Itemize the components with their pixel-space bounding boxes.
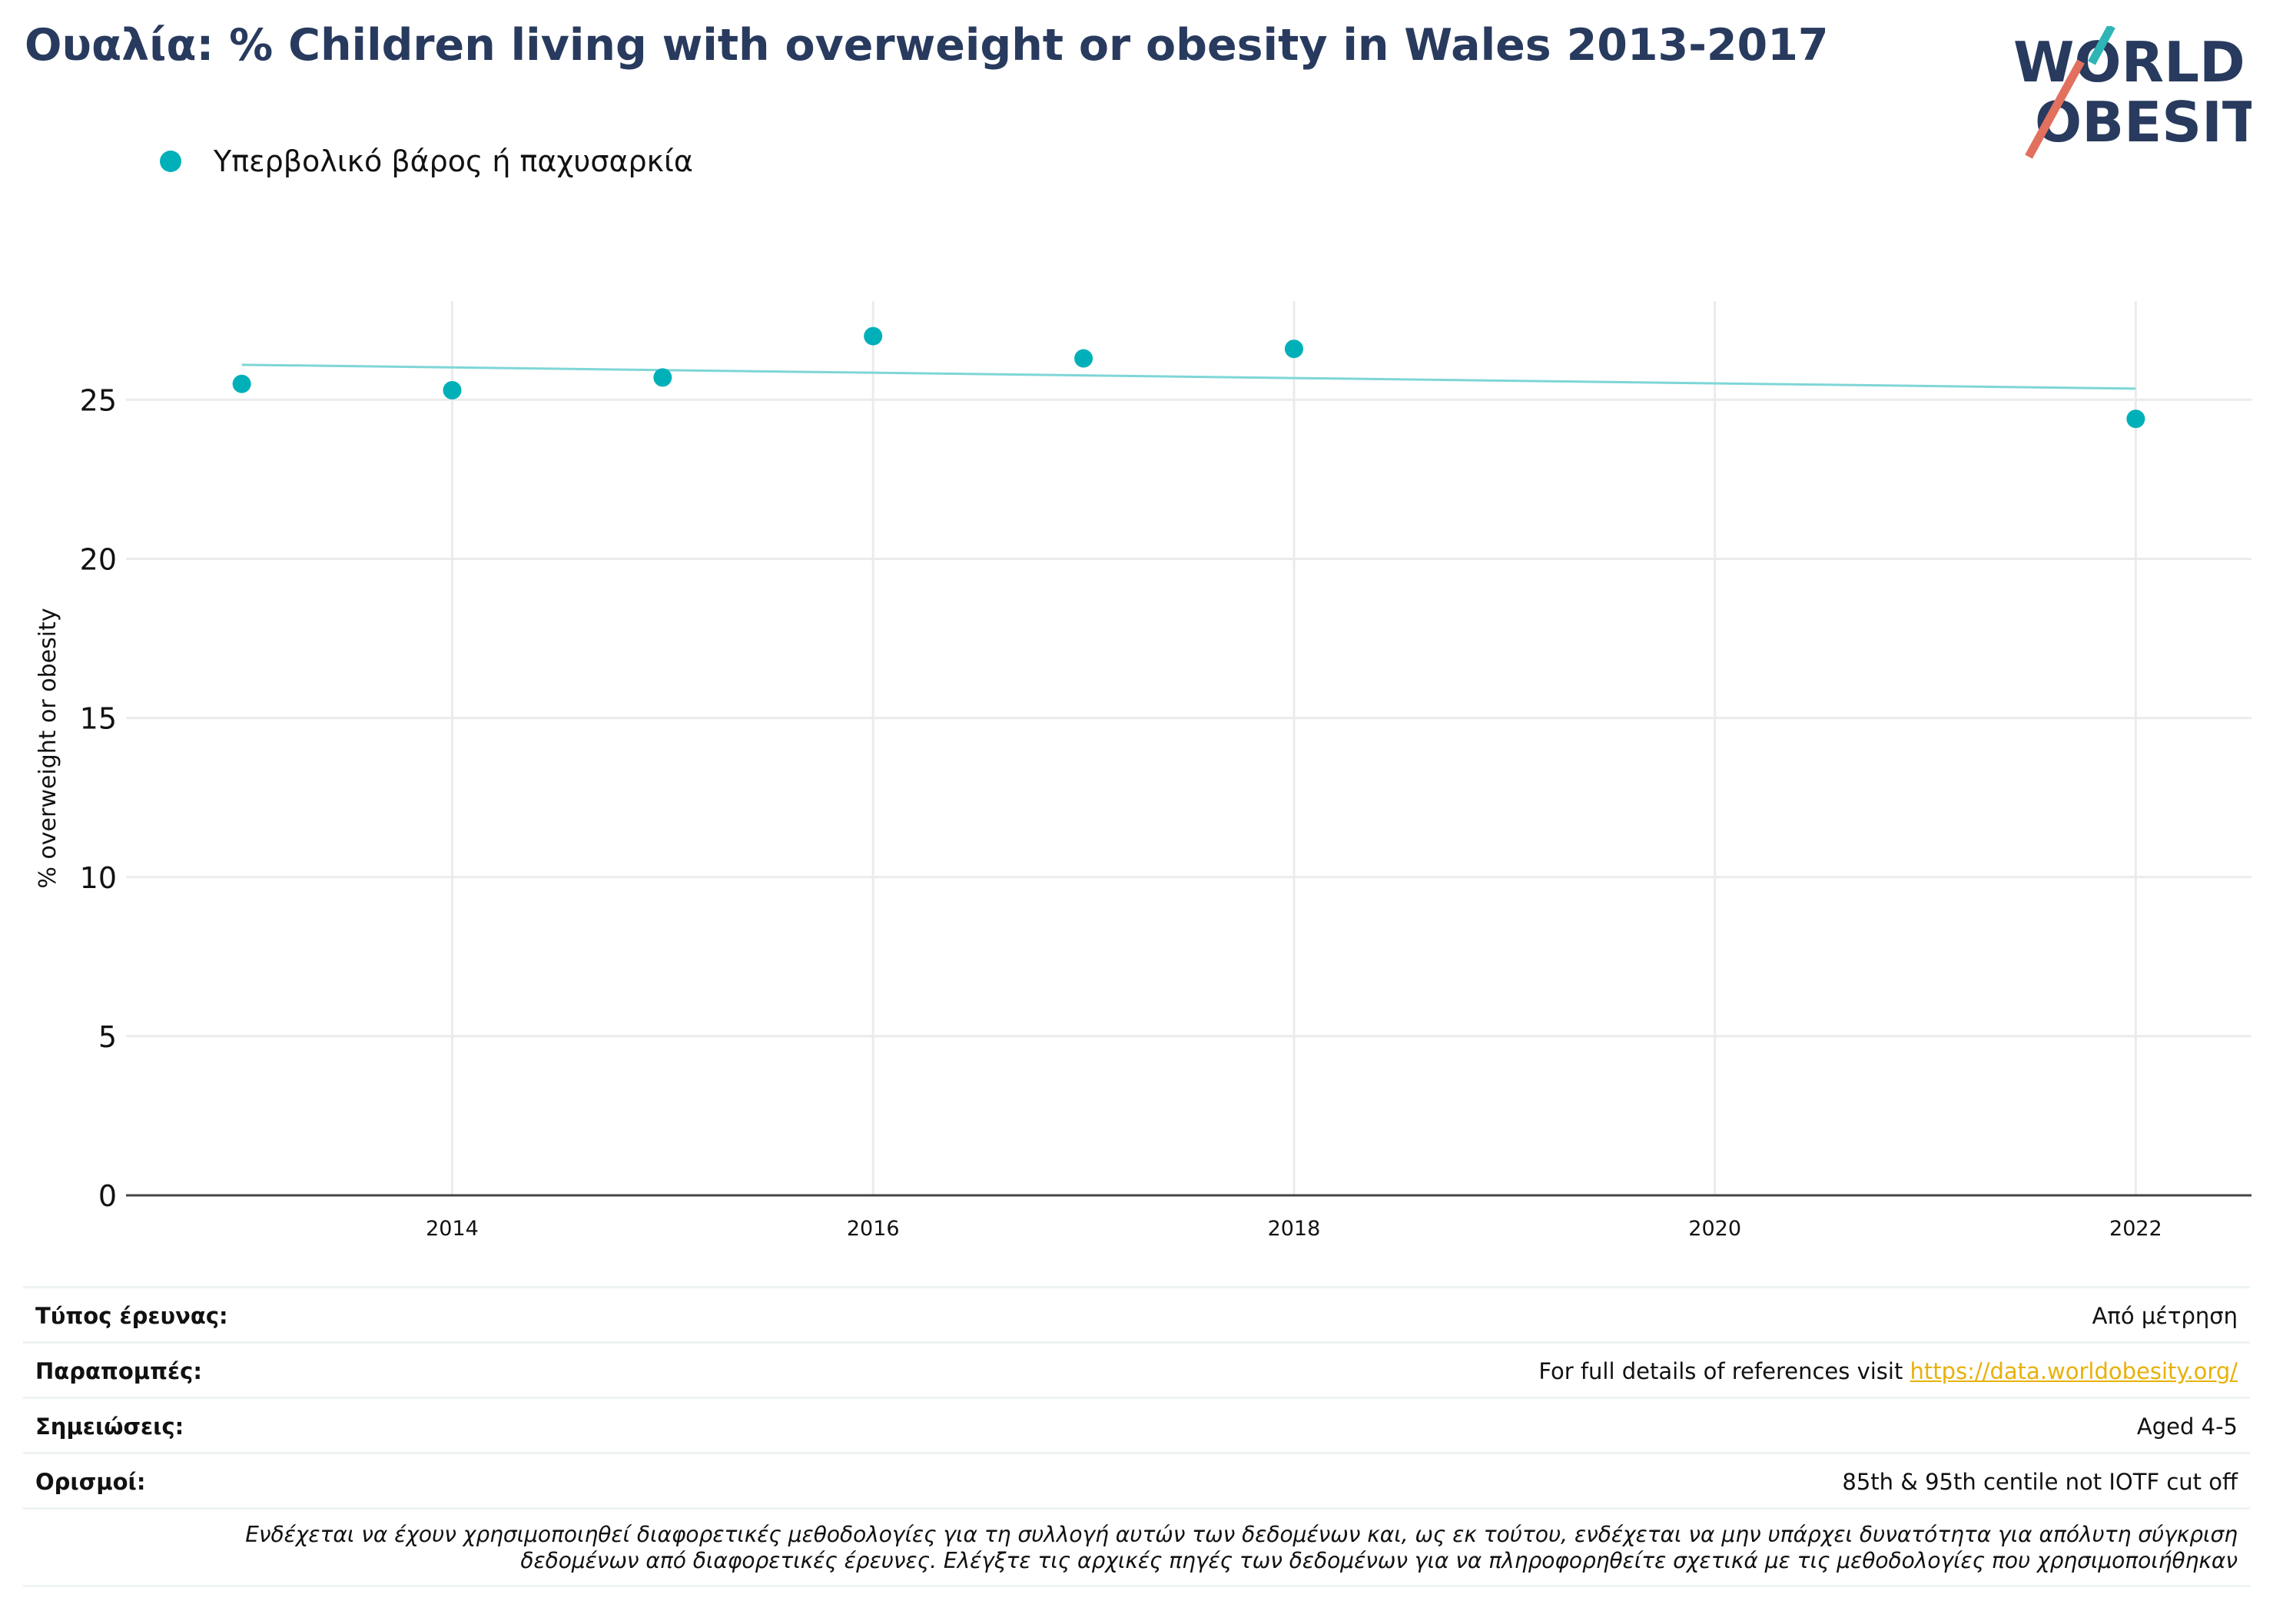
data-point	[864, 326, 883, 346]
legend[interactable]: Υπερβολικό βάρος ή παχυσαρκία	[160, 143, 693, 180]
data-point	[232, 374, 251, 393]
logo-text-obesity: OBESITY	[2035, 90, 2251, 154]
info-key: Τύπος έρευνας:	[35, 1303, 228, 1329]
logo-slash-teal	[2088, 26, 2115, 65]
disclaimer-line-2: δεδομένων από διαφορετικές έρευνες. Ελέγ…	[520, 1548, 2238, 1573]
data-point	[1074, 349, 1093, 368]
data-point	[653, 368, 672, 387]
references-link[interactable]: https://data.worldobesity.org/	[1910, 1358, 2238, 1384]
y-tick-label: 15	[80, 702, 117, 736]
data-point	[1284, 340, 1303, 359]
y-tick-label: 0	[98, 1179, 117, 1213]
y-tick-label: 5	[98, 1020, 117, 1054]
y-tick-label: 20	[80, 543, 117, 577]
y-axis-label: % overweight or obesity	[35, 608, 61, 888]
data-point	[443, 380, 462, 399]
scatter-chart: 0 5 10 15 20 25 2014 2016 2018 2020 2022 % overweig…	[35, 301, 2251, 1241]
info-value: Aged 4-5	[2136, 1414, 2238, 1440]
legend-label: Υπερβολικό βάρος ή παχυσαρκία	[214, 144, 693, 178]
y-tick-label: 25	[80, 383, 117, 417]
info-key: Σημειώσεις:	[35, 1414, 184, 1440]
info-row-references: Παραπομπές: For full details of referenc…	[23, 1341, 2250, 1399]
data-point	[2126, 409, 2145, 429]
info-key: Ορισμοί:	[35, 1469, 146, 1495]
info-value: Από μέτρηση	[2092, 1303, 2238, 1329]
disclaimer-line-1: Ενδέχεται να έχουν χρησιμοποιηθεί διαφορ…	[245, 1522, 2238, 1547]
legend-marker-icon	[160, 151, 181, 172]
x-tick-label: 2020	[1688, 1217, 1741, 1241]
methodology-disclaimer: Ενδέχεται να έχουν χρησιμοποιηθεί διαφορ…	[23, 1507, 2250, 1587]
info-key: Παραπομπές:	[35, 1358, 202, 1384]
x-tick-label: 2016	[847, 1217, 900, 1241]
x-tick-label: 2014	[426, 1217, 479, 1241]
trend-line	[241, 363, 2136, 390]
info-row-survey-type: Τύπος έρευνας: Από μέτρηση	[23, 1286, 2250, 1344]
x-tick-label: 2022	[2109, 1217, 2162, 1241]
logo-slash-coral	[2025, 59, 2085, 159]
y-tick-label: 10	[80, 861, 117, 895]
x-tick-label: 2018	[1268, 1217, 1321, 1241]
info-value: For full details of references visit htt…	[1538, 1358, 2250, 1384]
chart-title: Ουαλία: % Children living with overweigh…	[25, 20, 1829, 71]
info-value: 85th & 95th centile not IOTF cut off	[1842, 1469, 2238, 1495]
info-row-notes: Σημειώσεις: Aged 4-5	[23, 1397, 2250, 1454]
world-obesity-logo: WORLD OBESITY	[2013, 26, 2251, 159]
logo-text-world: WORLD	[2013, 30, 2245, 94]
references-text: For full details of references visit	[1538, 1358, 1910, 1384]
info-row-definitions: Ορισμοί: 85th & 95th centile not IOTF cu…	[23, 1452, 2250, 1510]
